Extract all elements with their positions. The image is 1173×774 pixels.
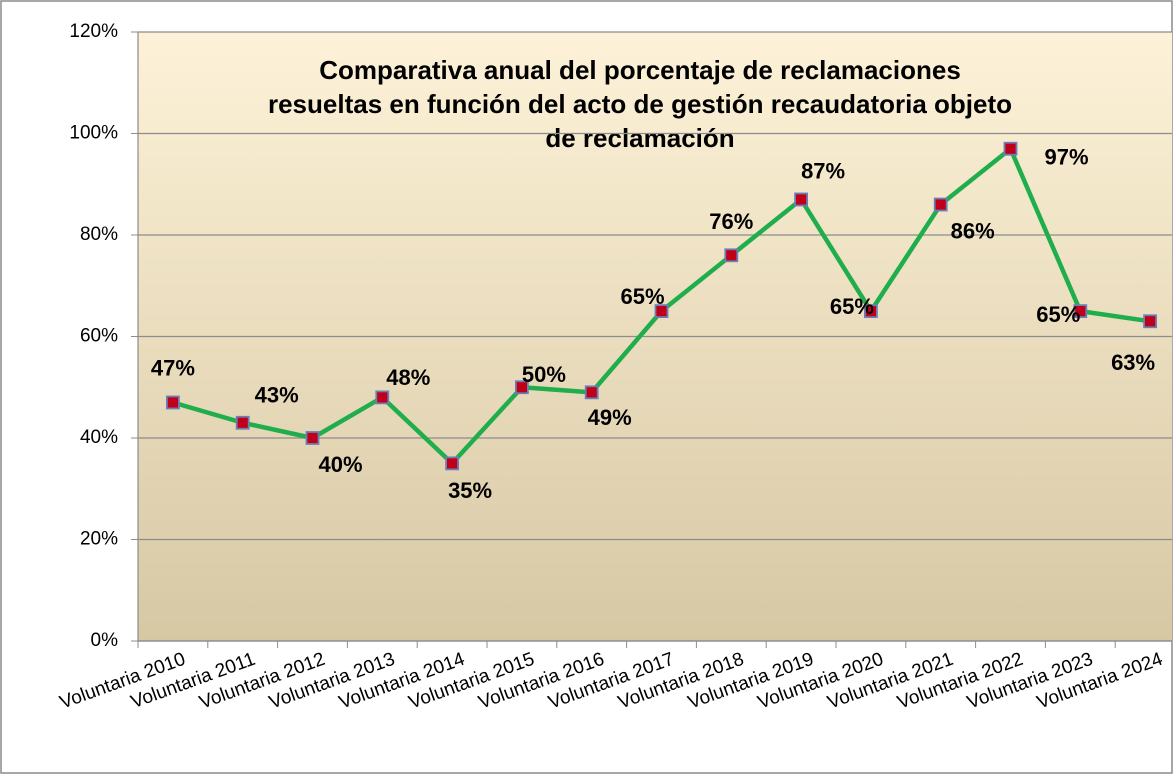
data-label: 63% [1111, 350, 1155, 375]
y-tick-label: 120% [69, 21, 118, 42]
y-tick-label: 40% [80, 427, 118, 448]
chart-title: resueltas en función del acto de gestión… [268, 89, 1012, 119]
data-label: 47% [151, 355, 195, 380]
marker [445, 456, 460, 471]
marker [1073, 304, 1088, 319]
marker [235, 415, 250, 430]
chart-title: de reclamación [545, 123, 734, 153]
data-label: 86% [951, 218, 995, 243]
y-tick-label: 60% [80, 326, 118, 347]
marker [515, 380, 529, 395]
marker [654, 304, 669, 319]
marker [375, 390, 390, 405]
marker [584, 385, 599, 400]
marker [864, 304, 878, 319]
data-label: 65% [1036, 302, 1080, 327]
data-label: 97% [1044, 145, 1088, 170]
marker [724, 248, 739, 263]
chart-title: Comparativa anual del porcentaje de recl… [319, 55, 961, 85]
y-tick-label: 100% [69, 123, 118, 144]
y-tick-label: 20% [80, 529, 118, 550]
data-label: 87% [801, 158, 845, 183]
data-label: 65% [830, 294, 874, 319]
data-label: 65% [620, 284, 664, 309]
marker [1003, 141, 1018, 156]
marker [305, 431, 320, 445]
y-tick-label: 0% [91, 630, 119, 651]
data-label: 40% [318, 452, 362, 477]
data-label: 49% [588, 405, 632, 430]
y-tick-label: 80% [80, 224, 118, 245]
marker [1143, 314, 1157, 329]
marker [794, 192, 808, 207]
marker [165, 395, 180, 410]
data-label: 43% [255, 383, 299, 408]
data-label: 48% [386, 365, 430, 390]
data-label: 76% [709, 209, 753, 234]
data-label: 50% [522, 362, 566, 387]
marker [933, 197, 948, 212]
data-label: 35% [448, 478, 492, 503]
